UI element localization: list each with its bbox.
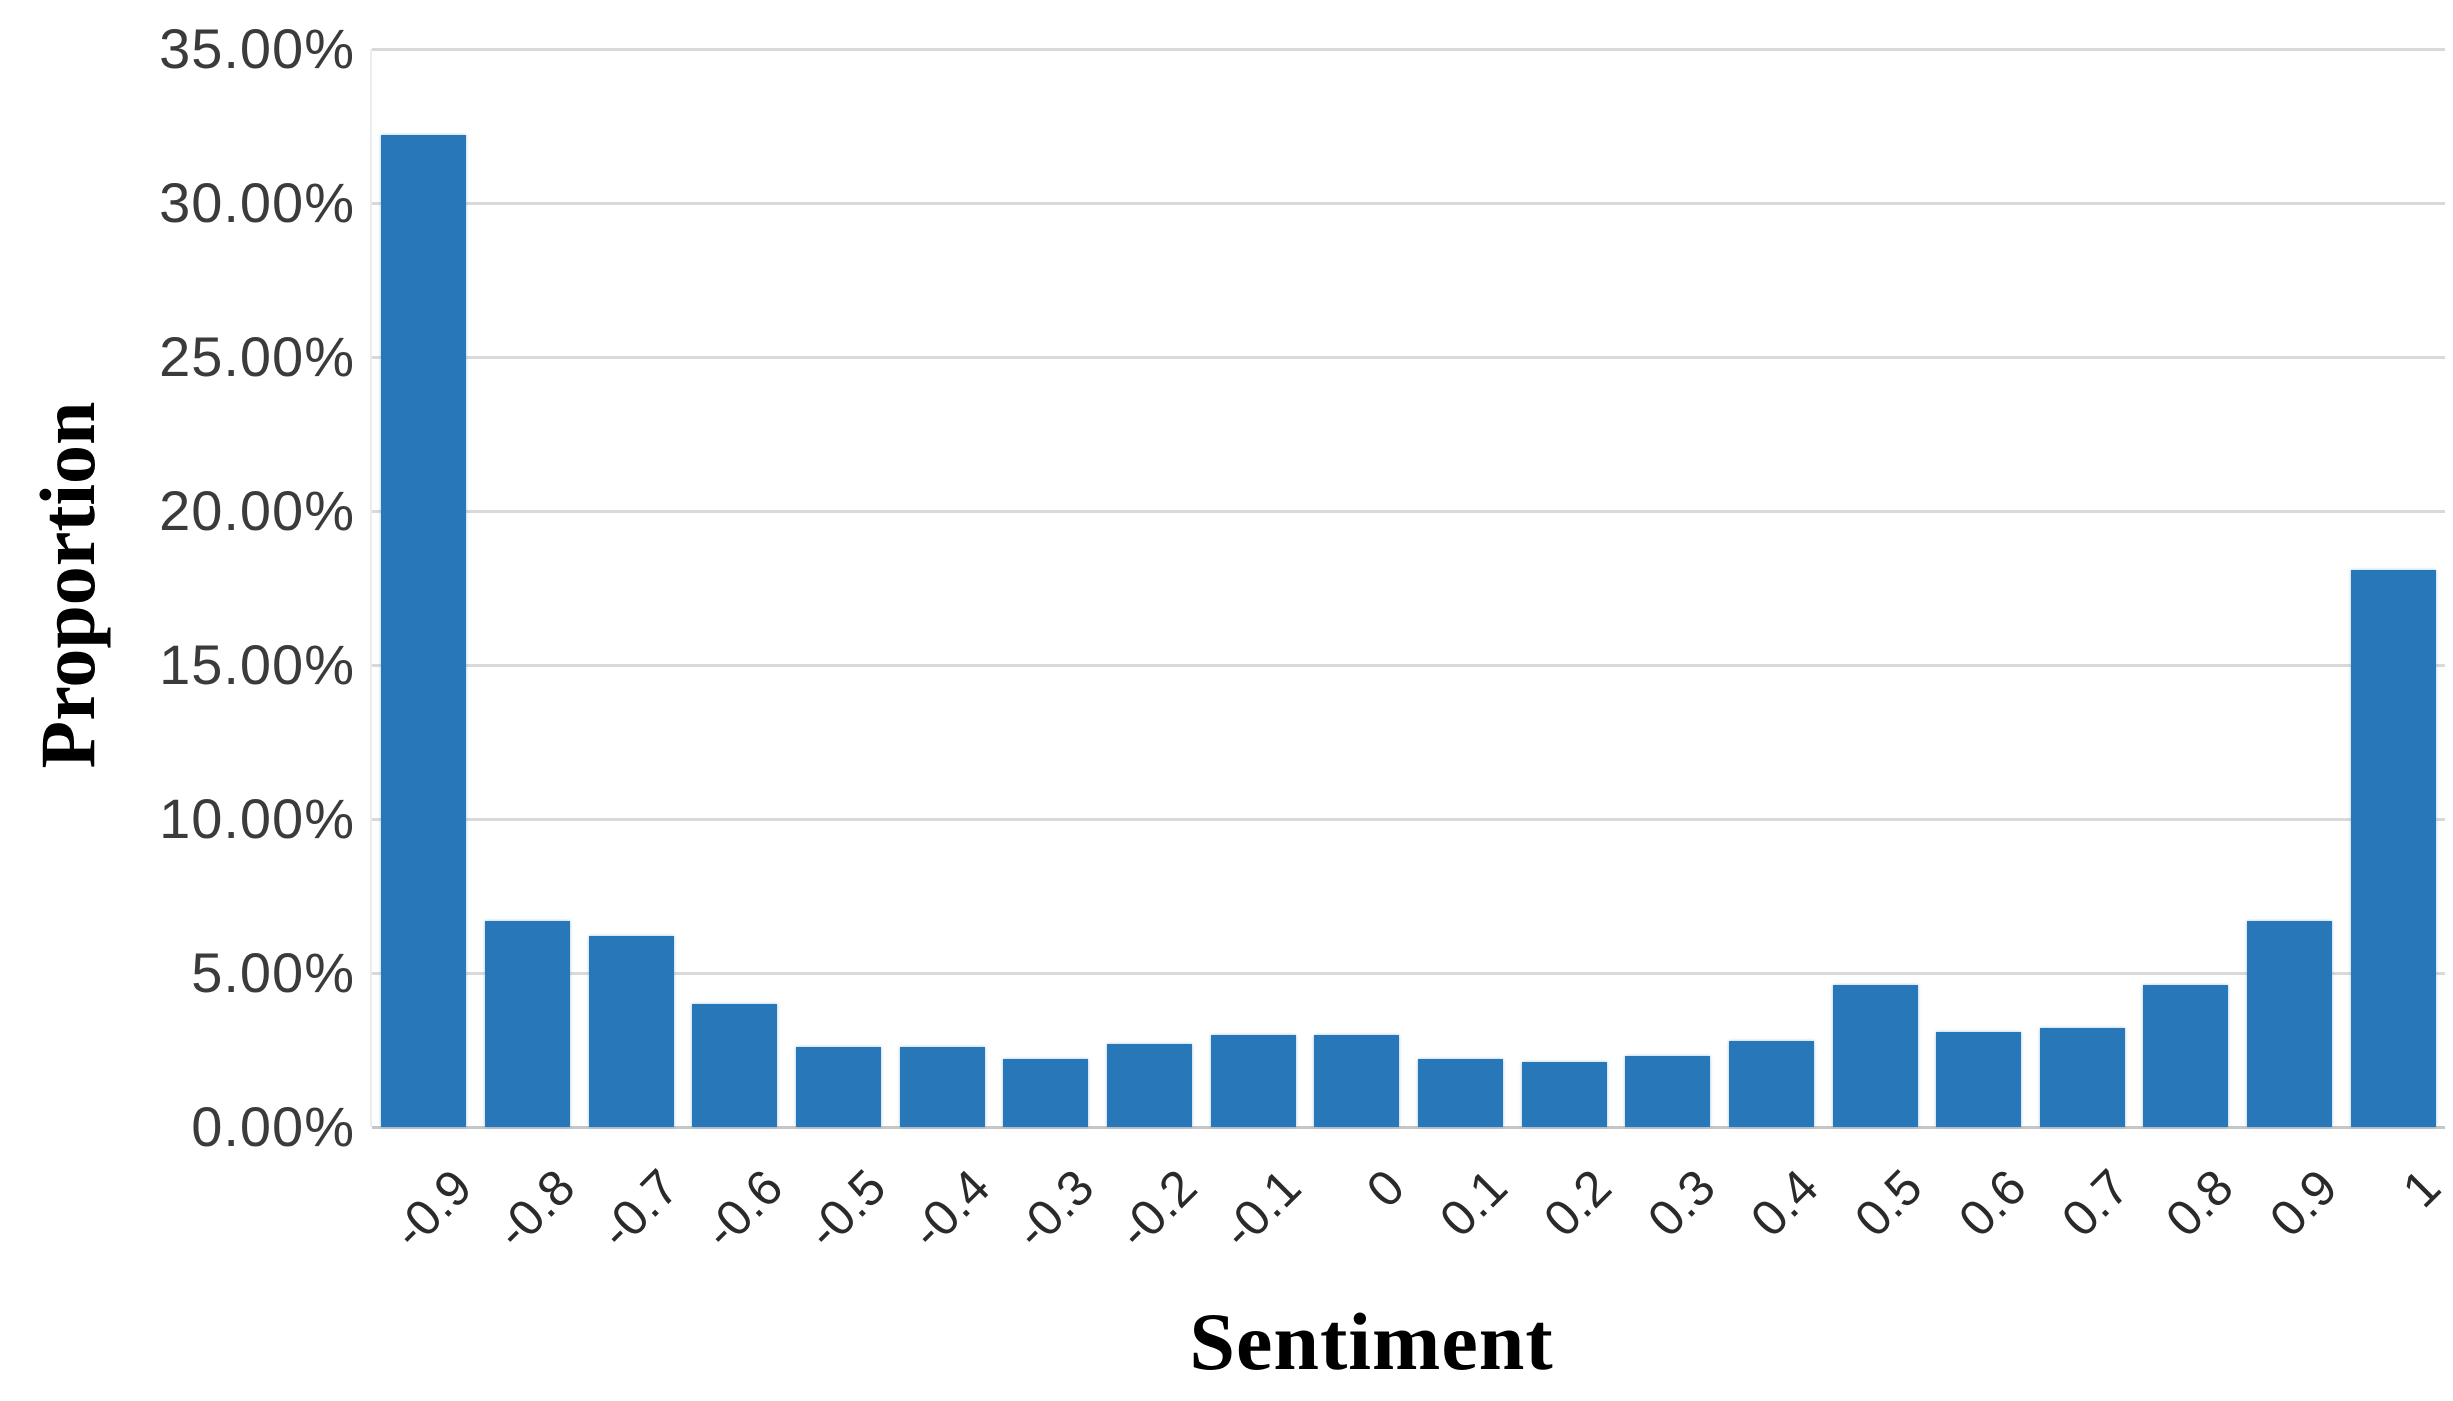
x-tick-label: -0.1	[1210, 1158, 1312, 1260]
gridline	[372, 510, 2445, 513]
x-tick-label: 0.8	[2155, 1158, 2245, 1248]
bar-slot	[1720, 49, 1824, 1127]
x-tick-label: 0.1	[1429, 1158, 1519, 1248]
x-tick-label: -0.4	[899, 1158, 1001, 1260]
bar-slot	[2031, 49, 2135, 1127]
x-tick-label: -0.8	[484, 1158, 586, 1260]
bars-row	[372, 49, 2445, 1127]
bar-0.1	[1417, 1059, 1503, 1127]
plot-area	[370, 48, 2445, 1129]
gridline	[372, 664, 2445, 667]
bar-slot	[2341, 49, 2445, 1127]
bar--0.7	[588, 936, 674, 1127]
bar-slot	[890, 49, 994, 1127]
bar-slot	[1201, 49, 1305, 1127]
bar-0.7	[2039, 1028, 2125, 1127]
y-tick-label: 20.00%	[159, 479, 355, 542]
y-tick-label: 30.00%	[159, 171, 355, 234]
bar-0.3	[1625, 1056, 1711, 1127]
x-tick-label: 0.6	[1948, 1158, 2038, 1248]
bar--0.3	[1003, 1059, 1089, 1127]
bar-slot	[1098, 49, 1202, 1127]
x-tick-label: 1	[2392, 1158, 2452, 1218]
x-tick-label: 0.3	[1637, 1158, 1727, 1248]
y-axis: 35.00% 30.00% 25.00% 20.00% 15.00% 10.00% 5.00…	[0, 0, 355, 1401]
bar--0.5	[795, 1046, 881, 1127]
bar-slot	[476, 49, 580, 1127]
gridline	[372, 48, 2445, 51]
x-axis-line	[372, 1126, 2445, 1129]
y-tick-label: 15.00%	[159, 633, 355, 696]
bar-slot	[683, 49, 787, 1127]
bar-slot	[1409, 49, 1513, 1127]
bar-slot	[1616, 49, 1720, 1127]
y-tick-label: 10.00%	[159, 787, 355, 850]
bar--0.6	[692, 1003, 778, 1127]
gridline	[372, 818, 2445, 821]
bar--0.1	[1210, 1034, 1296, 1127]
x-tick-label: -0.5	[795, 1158, 897, 1260]
x-tick-label: 0.4	[1740, 1158, 1830, 1248]
x-tick-label: 0.2	[1533, 1158, 1623, 1248]
x-tick-label: 0.9	[2259, 1158, 2349, 1248]
bar-slot	[1927, 49, 2031, 1127]
bar-slot	[1305, 49, 1409, 1127]
x-axis-title: Sentiment	[1189, 1296, 1554, 1387]
bar-slot	[2238, 49, 2342, 1127]
x-tick-label: -0.2	[1106, 1158, 1208, 1260]
bar-slot	[1512, 49, 1616, 1127]
bar-slot	[1823, 49, 1927, 1127]
y-tick-label: 0.00%	[191, 1095, 355, 1158]
y-tick-label: 35.00%	[159, 17, 355, 80]
bar-0.6	[1936, 1031, 2022, 1127]
gridline	[372, 972, 2445, 975]
bar--0.9	[381, 135, 467, 1127]
bar--0.8	[484, 920, 570, 1127]
bar-slot	[994, 49, 1098, 1127]
x-tick-label: -0.7	[588, 1158, 690, 1260]
x-tick-label: 0.5	[1844, 1158, 1934, 1248]
bar-0.5	[1832, 985, 1918, 1127]
bar-0.2	[1521, 1062, 1607, 1127]
bar-slot	[787, 49, 891, 1127]
bar--0.2	[1106, 1043, 1192, 1127]
bar-slot	[372, 49, 476, 1127]
bar-0.4	[1728, 1040, 1814, 1127]
bar-0.8	[2143, 985, 2229, 1127]
bar-0.9	[2247, 920, 2333, 1127]
x-tick-label: 0	[1356, 1158, 1416, 1218]
x-tick-label: -0.9	[381, 1158, 483, 1260]
x-tick-label: -0.6	[692, 1158, 794, 1260]
x-tick-label: -0.3	[1003, 1158, 1105, 1260]
x-tick-label: 0.7	[2051, 1158, 2141, 1248]
bar-0	[1314, 1034, 1400, 1127]
y-tick-label: 5.00%	[191, 941, 355, 1004]
gridline	[372, 202, 2445, 205]
bar-1	[2350, 569, 2436, 1127]
y-tick-label: 25.00%	[159, 325, 355, 388]
bar-slot	[2134, 49, 2238, 1127]
bar--0.4	[899, 1046, 985, 1127]
bar-slot	[579, 49, 683, 1127]
gridline	[372, 356, 2445, 359]
